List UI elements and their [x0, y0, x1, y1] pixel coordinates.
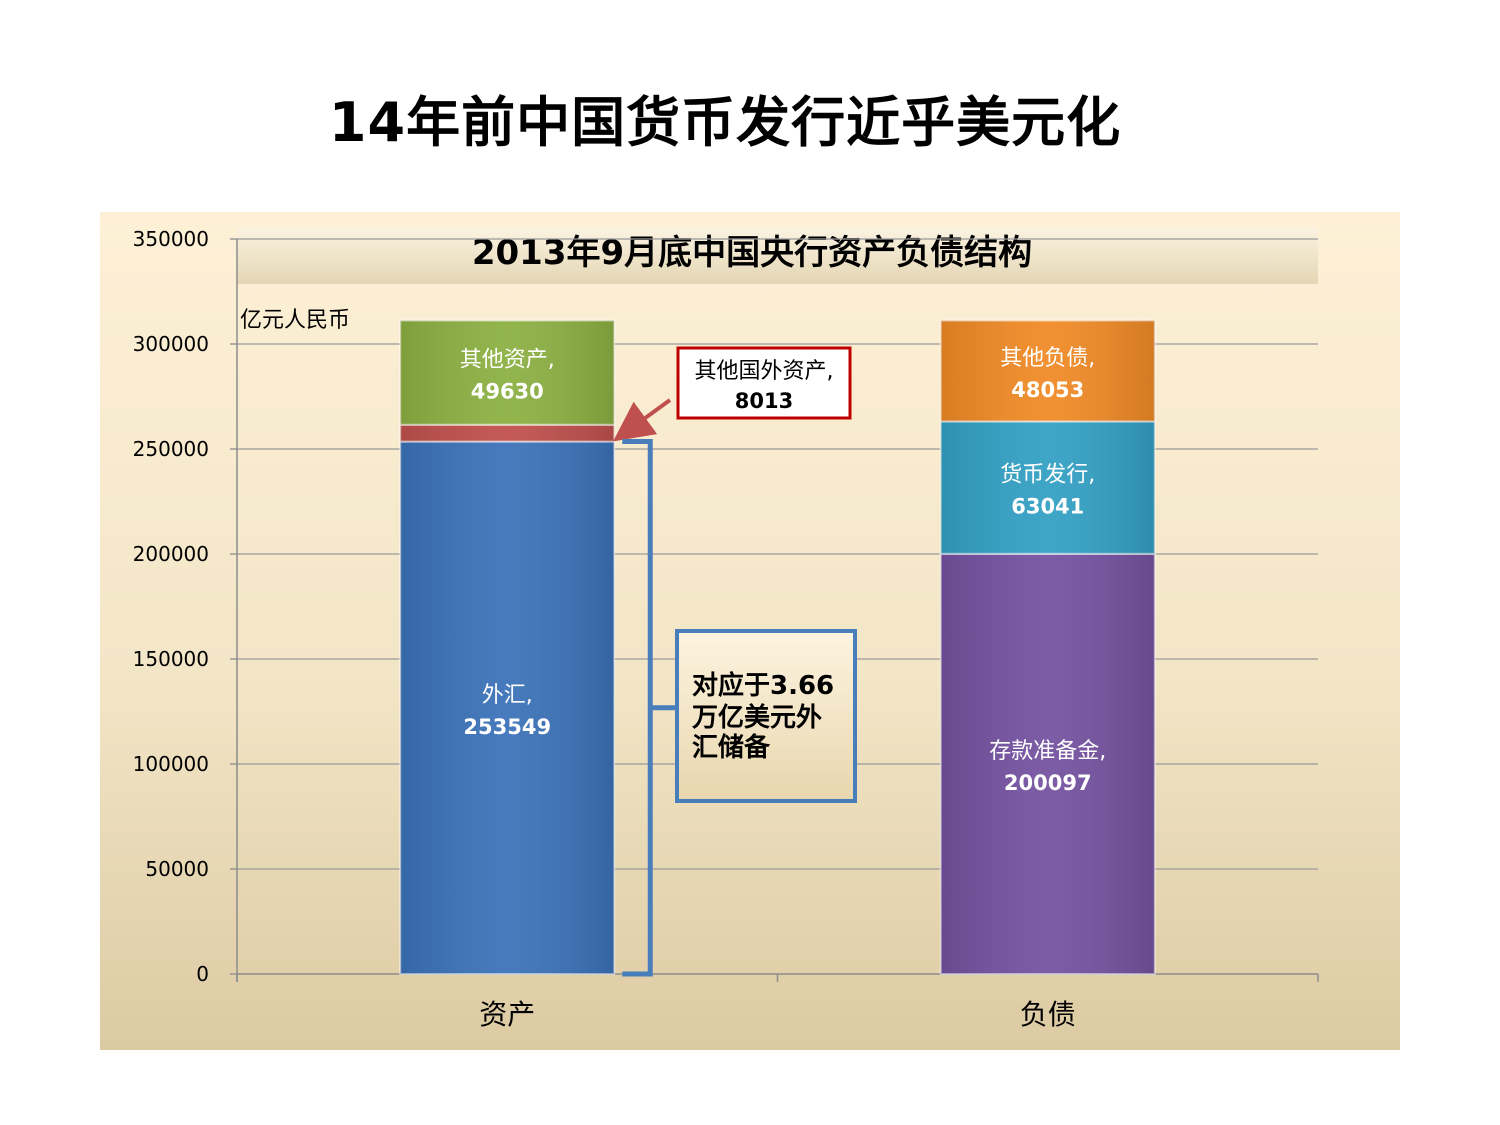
bar-segment-shade-3 [940, 553, 1155, 974]
callout-foreign-assets-line2: 8013 [735, 389, 793, 413]
bar-segment-shade-2 [400, 320, 615, 425]
callout-reserve-line1: 对应于3.66 [692, 670, 834, 701]
unit-label: 亿元人民币 [240, 308, 350, 333]
y-tick-label-150000: 150000 [133, 647, 209, 671]
segment-value-0: 253549 [463, 715, 551, 739]
chart-title: 2013年9月底中国央行资产负债结构 [472, 233, 1032, 273]
chart-title-band [237, 228, 1318, 284]
callout-reserve: 对应于3.66 万亿美元外 汇储备 [675, 629, 857, 803]
segment-labels: 外汇, 253549 其他资产, 49630 存款准备金, 200097 货币发行, 6304… [460, 346, 1107, 795]
y-tick-label-250000: 250000 [133, 437, 209, 461]
callout-foreign-assets: 其他国外资产, 8013 [613, 346, 852, 442]
y-tick-label-300000: 300000 [133, 332, 209, 356]
callout-reserve-line2: 万亿美元外 [692, 702, 822, 733]
segment-label-5: 其他负债, [1000, 346, 1095, 371]
segment-value-3: 200097 [1004, 771, 1092, 795]
bar-segment-shade-1 [400, 424, 615, 442]
segment-value-4: 63041 [1011, 495, 1084, 519]
bar-segment-shade-4 [940, 421, 1155, 554]
segment-label-0: 外汇, [482, 683, 533, 708]
slide-title: 14年前中国货币发行近乎美元化 [328, 91, 1122, 154]
segment-value-5: 48053 [1011, 378, 1084, 402]
segment-value-2: 49630 [471, 380, 544, 404]
segment-label-2: 其他资产, [460, 348, 555, 373]
y-tick-label-200000: 200000 [133, 542, 209, 566]
bars [399, 319, 1156, 975]
callout-foreign-assets-box [676, 346, 852, 420]
segment-label-4: 货币发行, [1000, 463, 1095, 488]
x-tick-label-1: 负债 [1020, 998, 1076, 1031]
fx-bracket [622, 439, 679, 977]
y-tick-label-100000: 100000 [133, 752, 209, 776]
x-tick-label-0: 资产 [479, 998, 535, 1031]
chart-panel: 2013年9月底中国央行资产负债结构 亿元人民币 0 50000 100000 150… [100, 212, 1400, 1050]
segment-label-3: 存款准备金, [989, 739, 1106, 764]
y-tick-label-350000: 350000 [133, 227, 209, 251]
callout-foreign-assets-line1: 其他国外资产, [695, 359, 834, 384]
stacked-bar-chart: 2013年9月底中国央行资产负债结构 亿元人民币 0 50000 100000 150… [133, 227, 1319, 1031]
y-tick-label-0: 0 [196, 962, 209, 986]
callout-arrow [613, 398, 672, 442]
callout-reserve-box [675, 629, 857, 803]
callout-reserve-line3: 汇储备 [692, 732, 771, 763]
bar-segment-shade-0 [400, 441, 615, 974]
bar-segment-shade-5 [940, 320, 1155, 422]
y-tick-label-50000: 50000 [145, 857, 209, 881]
